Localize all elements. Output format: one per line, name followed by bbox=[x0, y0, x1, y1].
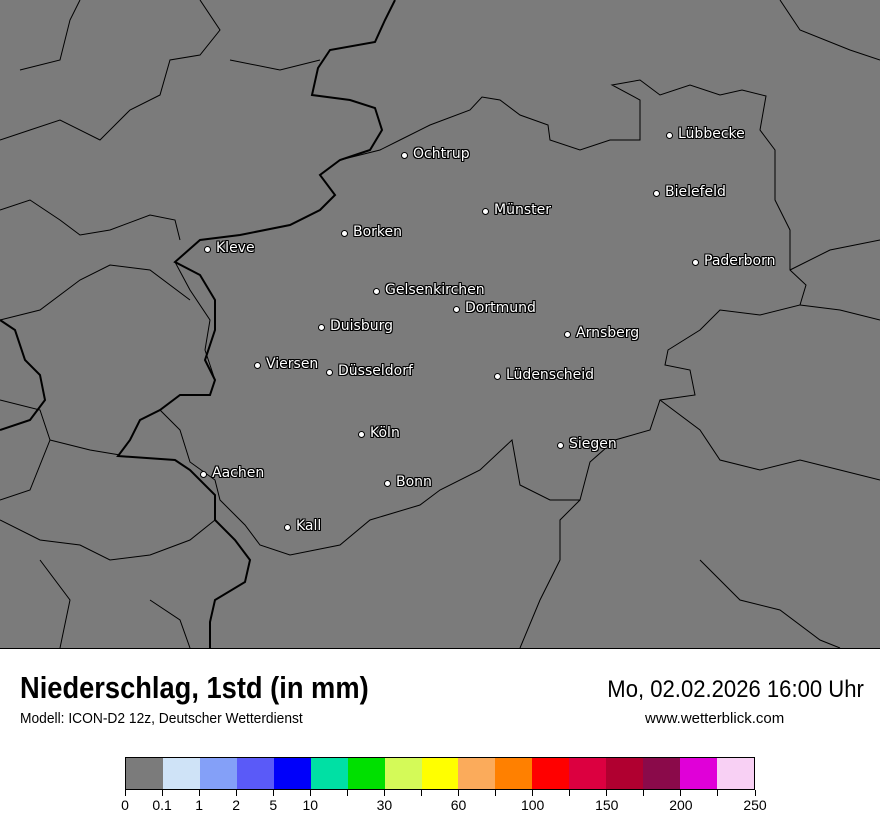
legend-tick bbox=[643, 790, 645, 796]
city-label: Dortmund bbox=[465, 300, 536, 316]
city-label: Viersen bbox=[266, 356, 319, 372]
precipitation-map: Lübbecke Ochtrup Bielefeld Münster Borken Kle… bbox=[0, 0, 880, 649]
legend-tick bbox=[420, 790, 422, 796]
city-label: Lüdenscheid bbox=[506, 367, 595, 383]
city-label: Köln bbox=[370, 425, 400, 441]
city-dot-icon bbox=[384, 480, 391, 487]
city-dot-icon bbox=[653, 190, 660, 197]
legend-tick-label: 10 bbox=[302, 797, 319, 813]
legend-tick-label: 60 bbox=[450, 797, 467, 813]
city-dot-icon bbox=[401, 152, 408, 159]
city-label: Lübbecke bbox=[678, 126, 745, 142]
nrw-border bbox=[159, 79, 807, 556]
city-dot-icon bbox=[453, 306, 460, 313]
city-label: Duisburg bbox=[330, 318, 393, 334]
city-label: Bielefeld bbox=[665, 184, 726, 200]
legend-color-box bbox=[680, 758, 717, 789]
legend-tick-label: 0 bbox=[121, 797, 129, 813]
legend-color-box bbox=[717, 758, 754, 789]
city-label: Borken bbox=[353, 224, 403, 240]
legend-tick-label: 0.1 bbox=[152, 797, 172, 813]
legend-tick bbox=[717, 790, 719, 796]
city-dot-icon bbox=[482, 208, 489, 215]
legend-tick-label: 5 bbox=[269, 797, 278, 813]
legend-color-box bbox=[236, 758, 274, 789]
legend-tick-label: 2 bbox=[232, 797, 241, 813]
legend-color-box bbox=[643, 758, 681, 789]
legend-tick bbox=[161, 790, 163, 796]
legend-tick-label: 100 bbox=[520, 797, 545, 813]
city-label: Arnsberg bbox=[576, 325, 640, 341]
legend-color-box bbox=[310, 758, 348, 789]
city-label: Bonn bbox=[396, 474, 432, 490]
website-link[interactable]: www.wetterblick.com bbox=[645, 710, 785, 727]
legend-tick bbox=[383, 790, 385, 796]
legend-tick bbox=[198, 790, 200, 796]
city-label: Münster bbox=[494, 202, 551, 218]
legend-color-box bbox=[458, 758, 496, 789]
city-dot-icon bbox=[358, 431, 365, 438]
city-dot-icon bbox=[373, 288, 380, 295]
legend-tick bbox=[272, 790, 274, 796]
legend-tick bbox=[458, 790, 460, 796]
legend-color-box bbox=[199, 758, 237, 789]
legend-tick bbox=[606, 790, 608, 796]
legend-color-box bbox=[273, 758, 311, 789]
city-dot-icon bbox=[204, 246, 211, 253]
city-label: Düsseldorf bbox=[338, 363, 413, 379]
legend-color-box bbox=[421, 758, 459, 789]
legend-tick bbox=[532, 790, 534, 796]
legend-color-box bbox=[606, 758, 644, 789]
legend-color-box bbox=[532, 758, 570, 789]
city-dot-icon bbox=[318, 324, 325, 331]
city-dot-icon bbox=[692, 259, 699, 266]
city-label: Aachen bbox=[212, 465, 265, 481]
city-dot-icon bbox=[254, 362, 261, 369]
legend-tick-label: 150 bbox=[595, 797, 619, 813]
city-dot-icon bbox=[494, 373, 501, 380]
legend-color-box bbox=[569, 758, 607, 789]
legend-tick-label: 200 bbox=[669, 797, 693, 813]
chart-title: Niederschlag, 1std (in mm) bbox=[20, 670, 369, 705]
model-info: Modell: ICON-D2 12z, Deutscher Wetterdie… bbox=[20, 710, 303, 727]
legend-color-box bbox=[384, 758, 422, 789]
city-label: Siegen bbox=[569, 436, 617, 452]
city-dot-icon bbox=[666, 132, 673, 139]
border-lines bbox=[0, 0, 880, 648]
legend-tick-label: 250 bbox=[743, 797, 767, 813]
city-label: Kleve bbox=[216, 240, 255, 256]
legend-tick bbox=[309, 790, 311, 796]
legend-color-box bbox=[495, 758, 533, 789]
legend-tick bbox=[346, 790, 348, 796]
legend-tick bbox=[680, 790, 682, 796]
legend-tick bbox=[754, 790, 756, 796]
city-dot-icon bbox=[284, 524, 291, 531]
city-dot-icon bbox=[341, 230, 348, 237]
legend-color-box bbox=[162, 758, 200, 789]
legend-tick-label: 30 bbox=[376, 797, 393, 813]
color-legend bbox=[125, 757, 755, 790]
legend-tick-label: 1 bbox=[195, 797, 204, 813]
city-label: Ochtrup bbox=[413, 146, 470, 162]
city-dot-icon bbox=[564, 331, 571, 338]
legend-color-box bbox=[126, 758, 163, 789]
forecast-datetime: Mo, 02.02.2026 16:00 Uhr bbox=[607, 676, 864, 703]
legend-tick bbox=[235, 790, 237, 796]
legend-tick bbox=[495, 790, 497, 796]
legend-tick bbox=[124, 790, 126, 796]
city-dot-icon bbox=[557, 442, 564, 449]
national-border bbox=[116, 0, 396, 648]
legend-tick bbox=[569, 790, 571, 796]
city-label: Kall bbox=[296, 518, 322, 534]
city-label: Gelsenkirchen bbox=[385, 282, 485, 298]
city-dot-icon bbox=[326, 369, 333, 376]
legend-color-box bbox=[347, 758, 385, 789]
city-dot-icon bbox=[200, 471, 207, 478]
city-label: Paderborn bbox=[704, 253, 776, 269]
